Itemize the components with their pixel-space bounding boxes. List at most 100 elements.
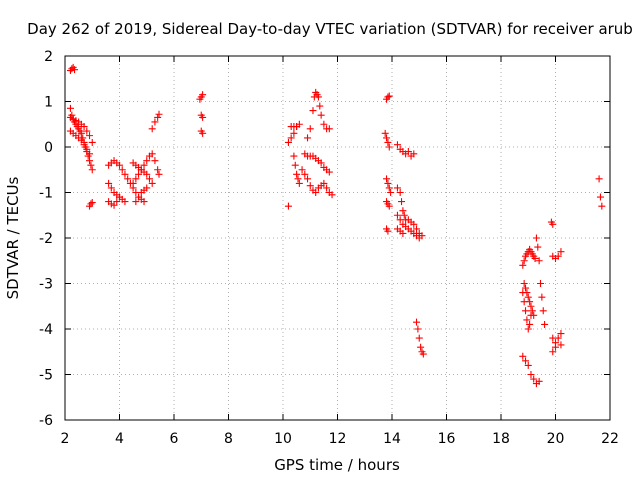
data-point xyxy=(306,125,314,133)
data-point xyxy=(383,134,391,142)
y-tick-label: -3 xyxy=(39,277,53,293)
data-point xyxy=(399,229,407,237)
data-point xyxy=(77,129,85,137)
data-point xyxy=(312,189,320,196)
data-point xyxy=(317,159,325,167)
data-point xyxy=(325,168,333,176)
data-point xyxy=(325,125,333,133)
data-point xyxy=(400,211,408,219)
data-point xyxy=(143,184,151,192)
data-point xyxy=(118,166,126,174)
data-point xyxy=(527,371,535,378)
data-point xyxy=(522,307,530,315)
data-point xyxy=(384,227,392,235)
data-point xyxy=(124,175,132,183)
data-point xyxy=(537,280,545,287)
data-point xyxy=(86,157,94,165)
data-point xyxy=(135,193,143,201)
data-point xyxy=(155,170,163,178)
data-point xyxy=(417,343,425,351)
data-point xyxy=(554,252,562,260)
data-point xyxy=(83,127,91,135)
data-point xyxy=(596,193,604,201)
data-point xyxy=(527,302,535,310)
data-point xyxy=(116,193,123,201)
data-point xyxy=(541,320,549,328)
y-tick-label: -6 xyxy=(39,413,53,429)
data-point xyxy=(410,150,418,158)
data-point xyxy=(530,375,538,383)
data-point xyxy=(121,170,129,178)
data-point xyxy=(83,145,91,153)
data-point xyxy=(320,120,328,128)
data-point xyxy=(385,92,393,100)
data-point xyxy=(116,161,123,169)
data-point xyxy=(306,182,314,190)
data-point xyxy=(323,184,331,192)
data-point xyxy=(396,189,404,196)
data-point xyxy=(519,261,527,269)
data-point xyxy=(410,220,418,228)
y-tick-label: -4 xyxy=(39,322,53,338)
data-point xyxy=(293,123,301,131)
y-axis-label: SDTVAR / TECUs xyxy=(4,176,22,299)
data-point xyxy=(294,175,302,183)
data-point xyxy=(87,161,95,169)
data-point xyxy=(148,179,156,187)
x-axis-label: GPS time / hours xyxy=(274,456,400,474)
y-tick-label: 2 xyxy=(44,49,53,65)
x-tick-label: 20 xyxy=(547,431,565,447)
data-point xyxy=(121,198,129,206)
data-point xyxy=(385,184,393,192)
data-point xyxy=(314,93,322,101)
data-point xyxy=(105,179,113,187)
data-point xyxy=(287,134,295,142)
data-point xyxy=(557,248,565,256)
data-point xyxy=(385,202,393,210)
data-point xyxy=(404,148,412,156)
data-point xyxy=(399,207,407,215)
data-point xyxy=(137,166,145,174)
data-point xyxy=(295,179,303,187)
x-tick-label: 12 xyxy=(329,431,347,447)
data-point xyxy=(145,175,153,183)
data-point xyxy=(414,325,422,333)
data-point xyxy=(290,129,298,137)
x-tick-label: 22 xyxy=(601,431,619,447)
data-point xyxy=(113,198,121,206)
data-point xyxy=(526,298,534,306)
data-point xyxy=(523,316,531,324)
x-tick-label: 18 xyxy=(492,431,510,447)
data-point xyxy=(80,123,88,131)
data-point xyxy=(524,293,532,301)
data-point xyxy=(384,93,392,101)
y-tick-label: -2 xyxy=(39,231,53,247)
data-point xyxy=(304,175,312,183)
data-point xyxy=(595,175,603,183)
data-point xyxy=(415,234,423,242)
data-point xyxy=(77,136,85,144)
data-point xyxy=(140,161,148,169)
data-point xyxy=(523,289,531,297)
data-point xyxy=(520,280,528,287)
data-point xyxy=(554,334,562,342)
data-point xyxy=(132,198,140,206)
data-point xyxy=(293,170,301,178)
chart-title: Day 262 of 2019, Sidereal Day-to-day VTE… xyxy=(27,20,633,38)
y-tick-label: 1 xyxy=(44,95,53,111)
data-point xyxy=(519,352,527,360)
data-point xyxy=(398,198,406,206)
data-point xyxy=(291,161,299,169)
data-point xyxy=(87,200,95,208)
data-point xyxy=(199,129,207,137)
data-points xyxy=(66,63,606,388)
data-point xyxy=(539,307,547,315)
data-point xyxy=(316,102,324,110)
data-point xyxy=(549,348,557,356)
y-tick-label: 0 xyxy=(44,140,53,156)
data-point xyxy=(309,107,317,115)
data-point xyxy=(557,330,565,338)
data-point xyxy=(135,170,143,178)
data-point xyxy=(71,66,79,74)
